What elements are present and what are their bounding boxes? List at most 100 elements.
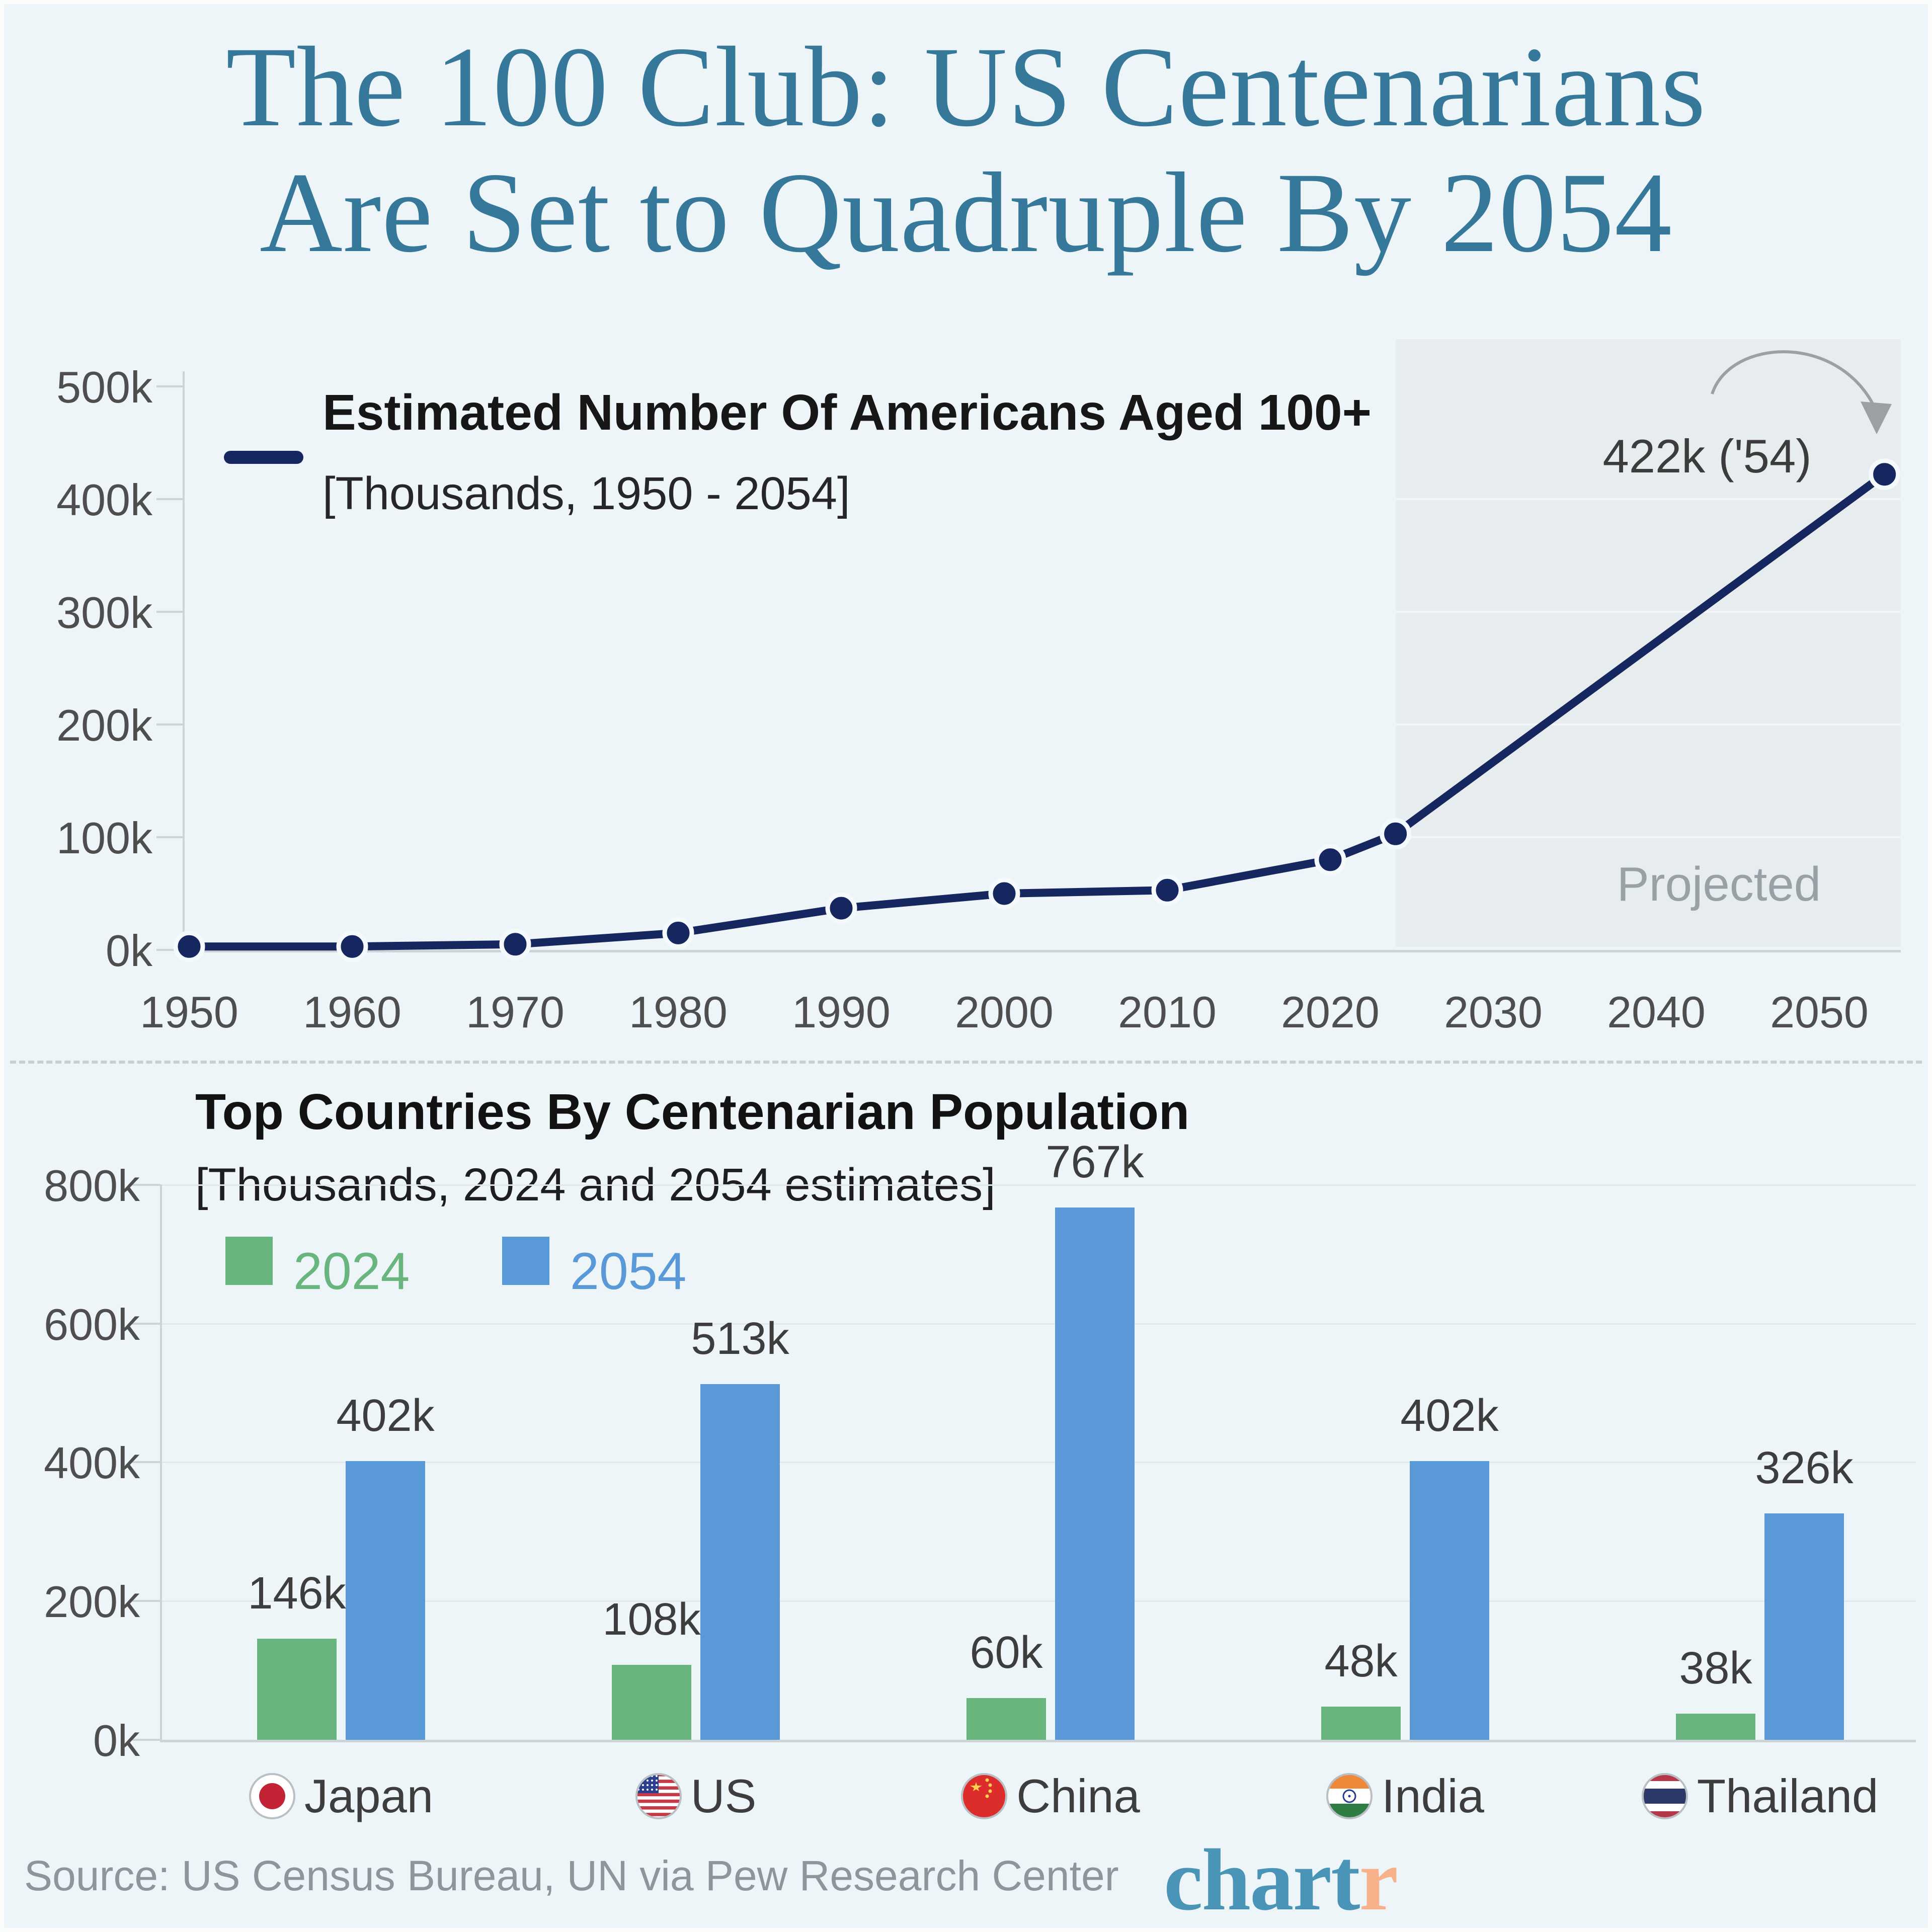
data-point-1960 xyxy=(336,930,368,962)
bar-gridline-200k xyxy=(160,1600,1916,1602)
bar-value-2054-us: 513k xyxy=(691,1314,789,1364)
x-axis-line xyxy=(183,950,1901,952)
bar-y-tick-mark-400k xyxy=(132,1461,160,1464)
bar-value-2054-china: 767k xyxy=(1045,1137,1144,1187)
data-point-2020 xyxy=(1314,844,1346,876)
bar-gridline-600k xyxy=(160,1323,1916,1325)
bar-value-2054-japan: 402k xyxy=(336,1391,435,1441)
bar-value-2024-india: 48k xyxy=(1324,1636,1398,1686)
bar-y-axis-label-200k: 200k xyxy=(44,1577,140,1627)
page-title-line-1: The 100 Club: US Centenarians xyxy=(226,24,1706,150)
x-axis-label-1990: 1990 xyxy=(792,987,891,1037)
gridline-300k xyxy=(1395,611,1901,613)
bar-value-2054-india: 402k xyxy=(1400,1391,1499,1441)
bar-2024-india xyxy=(1321,1707,1401,1740)
projected-region xyxy=(1395,339,1901,947)
data-point-2000 xyxy=(988,877,1020,910)
bar-2054-us xyxy=(700,1384,780,1740)
thailand-flag-icon xyxy=(1641,1773,1688,1819)
page-title: The 100 Club: US Centenarians Are Set to… xyxy=(4,24,1928,276)
endpoint-annotation: 422k ('54) xyxy=(1602,430,1812,482)
country-name-china: China xyxy=(1016,1769,1140,1822)
bar-chart-top-countries: Top Countries By Centenarian Population … xyxy=(4,1061,1928,1835)
gridline-200k xyxy=(1395,723,1901,726)
bar-value-2024-thailand: 38k xyxy=(1679,1643,1752,1694)
bar-2024-china xyxy=(967,1698,1046,1740)
country-label-thailand: Thailand xyxy=(1584,1769,1928,1822)
line-chart-us-centenarians: Projected 0k 100k 200k 300k 400k 500k 1950 1960… xyxy=(4,4,1928,1066)
y-axis-label-200k: 200k xyxy=(56,700,152,750)
section-divider xyxy=(10,1061,1922,1064)
data-point-1980 xyxy=(662,917,694,949)
bar-y-tick-mark-200k xyxy=(132,1600,160,1602)
x-axis-label-2020: 2020 xyxy=(1281,987,1380,1037)
annotation-arrowhead-icon xyxy=(1861,401,1892,434)
legend-2024-swatch xyxy=(225,1237,273,1285)
x-axis-label-2030: 2030 xyxy=(1444,987,1543,1037)
chartr-logo-chart: chart xyxy=(1164,1831,1360,1928)
y-tick-mark-100k xyxy=(156,836,183,838)
bar-2054-china xyxy=(1055,1208,1135,1740)
legend-2054-label: 2054 xyxy=(570,1242,687,1301)
annotation-arrow xyxy=(1711,350,1878,413)
y-tick-mark-0k xyxy=(156,949,183,951)
y-axis-label-300k: 300k xyxy=(56,588,152,637)
y-axis-label-100k: 100k xyxy=(56,813,152,863)
legend-2054-swatch xyxy=(502,1237,549,1285)
line-series-path xyxy=(189,471,1887,951)
bar-value-2054-thailand: 326k xyxy=(1755,1443,1854,1493)
bar-y-axis-line xyxy=(160,1184,162,1740)
japan-flag-icon xyxy=(249,1773,295,1819)
y-tick-mark-200k xyxy=(156,723,183,726)
bar-value-2024-us: 108k xyxy=(602,1594,701,1645)
y-axis-label-500k: 500k xyxy=(56,362,152,412)
bar-x-axis-line xyxy=(160,1740,1916,1742)
china-flag-icon xyxy=(961,1773,1008,1819)
x-axis-label-2010: 2010 xyxy=(1118,987,1217,1037)
x-axis-label-1980: 1980 xyxy=(629,987,728,1037)
bar-y-axis-label-600k: 600k xyxy=(44,1299,140,1349)
bar-2024-thailand xyxy=(1676,1714,1755,1740)
chartr-logo: chartr xyxy=(1164,1829,1398,1928)
country-label-india: India xyxy=(1229,1773,1581,1820)
bar-gridline-800k xyxy=(160,1184,1916,1186)
data-point-2010 xyxy=(1151,874,1183,906)
bar-value-2024-china: 60k xyxy=(970,1628,1043,1678)
legend-series-label: Estimated Number Of Americans Aged 100+ xyxy=(323,384,1372,441)
chartr-logo-r: r xyxy=(1359,1831,1398,1928)
y-axis-label-0k: 0k xyxy=(106,926,152,976)
bar-2054-thailand xyxy=(1764,1513,1844,1740)
x-axis-label-1950: 1950 xyxy=(140,987,238,1037)
country-name-thailand: Thailand xyxy=(1697,1769,1879,1822)
gridline-400k xyxy=(1395,498,1901,500)
country-name-japan: Japan xyxy=(304,1769,434,1822)
bar-2024-japan xyxy=(257,1639,337,1740)
y-tick-mark-300k xyxy=(156,611,183,613)
bar-gridline-400k xyxy=(160,1462,1916,1464)
bar-y-tick-mark-600k xyxy=(132,1322,160,1325)
bar-y-axis-label-0k: 0k xyxy=(93,1716,140,1765)
y-axis-label-400k: 400k xyxy=(56,475,152,525)
page-title-line-2: Are Set to Quadruple By 2054 xyxy=(260,149,1672,276)
country-label-japan: Japan xyxy=(165,1773,517,1820)
source-attribution: Source: US Census Bureau, UN via Pew Res… xyxy=(24,1852,1119,1899)
bar-2054-japan xyxy=(346,1461,425,1740)
country-name-india: India xyxy=(1382,1769,1484,1822)
legend-line-swatch xyxy=(224,451,303,464)
bar-y-axis-label-800k: 800k xyxy=(44,1160,140,1211)
us-flag-icon xyxy=(635,1773,682,1819)
x-axis-label-1960: 1960 xyxy=(303,987,401,1037)
bar-y-axis-label-400k: 400k xyxy=(44,1438,140,1488)
legend-series-sublabel: [Thousands, 1950 - 2054] xyxy=(323,468,850,519)
bar-2054-india xyxy=(1410,1461,1489,1740)
data-point-1950 xyxy=(173,930,205,962)
india-flag-icon xyxy=(1326,1773,1373,1819)
x-axis-label-2000: 2000 xyxy=(955,987,1054,1037)
data-point-2024 xyxy=(1380,818,1412,850)
country-label-us: US xyxy=(520,1773,872,1820)
y-axis-line xyxy=(183,371,185,950)
y-tick-mark-500k xyxy=(156,385,183,387)
bar-chart-title: Top Countries By Centenarian Population xyxy=(195,1084,1190,1140)
country-label-china: China xyxy=(874,1773,1227,1820)
